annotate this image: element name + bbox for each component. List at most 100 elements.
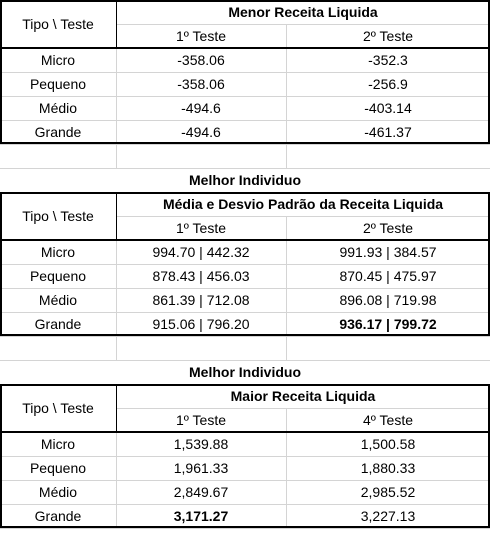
row-label: Grande: [34, 508, 82, 524]
gridline: [0, 264, 490, 265]
corner-header: Tipo \ Teste: [22, 400, 94, 416]
value-cell-2: 3,227.13: [360, 508, 416, 524]
table-border-right: [488, 384, 490, 528]
table-border-bottom: [0, 526, 490, 528]
value-cell-2: 870.45 | 475.97: [339, 268, 437, 284]
table-header: Tipo \ Teste Média e Desvio Padrão da Rec…: [0, 192, 490, 240]
gridline: [286, 144, 287, 168]
row-label: Grande: [34, 124, 82, 140]
table-title: Média e Desvio Padrão da Receita Liquida: [162, 196, 444, 212]
row-label: Médio: [38, 484, 78, 500]
table-header: Tipo \ Teste Maior Receita Liquida 1º Test…: [0, 384, 490, 432]
value-cell-1: 994.70 | 442.32: [152, 244, 250, 260]
gridline: [286, 408, 287, 432]
table-row: Pequeno 1,961.33 1,880.33: [0, 456, 490, 480]
column-header-2: 2º Teste: [363, 28, 413, 44]
table-row: Médio -494.6 -403.14: [0, 96, 490, 120]
table-border-top: [0, 192, 490, 194]
table-border-top: [0, 0, 490, 2]
table-caption-row: Melhor Individuo: [0, 360, 490, 384]
table-border-right: [488, 0, 490, 144]
gridline: [0, 504, 490, 505]
table-caption-row: Melhor Individuo: [0, 168, 490, 192]
table-border-header: [0, 47, 490, 49]
gridline: [0, 96, 490, 97]
table-row: Grande 915.06 | 796.20 936.17 | 799.72: [0, 312, 490, 336]
gridline: [0, 168, 490, 169]
row-label: Pequeno: [29, 76, 87, 92]
row-label: Grande: [34, 316, 82, 332]
value-cell-2: 991.93 | 384.57: [339, 244, 437, 260]
row-label: Micro: [40, 244, 76, 260]
corner-header: Tipo \ Teste: [22, 16, 94, 32]
value-cell-1: 861.39 | 712.08: [152, 292, 250, 308]
row-label: Médio: [38, 100, 78, 116]
gridline: [0, 528, 490, 529]
column-header-1: 1º Teste: [176, 28, 226, 44]
gridline: [0, 312, 490, 313]
value-cell-2: 2,985.52: [360, 484, 416, 500]
gridline: [286, 336, 287, 360]
column-header-2: 4º Teste: [363, 412, 413, 428]
table-border-left: [0, 384, 2, 528]
table-row: Médio 2,849.67 2,985.52: [0, 480, 490, 504]
value-cell-2: 1,880.33: [360, 460, 416, 476]
gridline: [286, 432, 287, 528]
gridline: [0, 336, 490, 337]
value-cell-2: -352.3: [368, 52, 408, 68]
gridline: [116, 408, 490, 409]
table-border-left: [0, 0, 2, 144]
table-row: Médio 861.39 | 712.08 896.08 | 719.98: [0, 288, 490, 312]
table-row: Micro 994.70 | 442.32 991.93 | 384.57: [0, 240, 490, 264]
table-border-inner: [116, 0, 117, 48]
gridline: [116, 432, 117, 528]
column-header-1: 1º Teste: [176, 412, 226, 428]
value-cell-2: -461.37: [364, 124, 412, 140]
value-cell-1: 878.43 | 456.03: [152, 268, 250, 284]
table-border-inner: [116, 384, 117, 432]
table-title: Menor Receita Liquida: [228, 4, 378, 20]
gridline: [286, 48, 287, 144]
table-row: Pequeno 878.43 | 456.03 870.45 | 475.97: [0, 264, 490, 288]
value-cell-2: 1,500.58: [360, 436, 416, 452]
gridline: [0, 480, 490, 481]
gridline: [0, 456, 490, 457]
table-row: Grande 3,171.27 3,227.13: [0, 504, 490, 528]
gridline: [116, 240, 117, 336]
row-label: Micro: [40, 52, 76, 68]
gridline: [0, 120, 490, 121]
value-cell-2: -256.9: [368, 76, 408, 92]
table-row: Grande -494.6 -461.37: [0, 120, 490, 144]
value-cell-1: 915.06 | 796.20: [152, 316, 250, 332]
gridline: [286, 216, 287, 240]
value-cell-2: 896.08 | 719.98: [339, 292, 437, 308]
row-label: Micro: [40, 436, 76, 452]
row-label: Pequeno: [29, 460, 87, 476]
table-caption: Melhor Individuo: [189, 172, 301, 188]
row-label: Pequeno: [29, 268, 87, 284]
value-cell-1: 3,171.27: [173, 508, 229, 524]
value-cell-1: -358.06: [177, 76, 225, 92]
value-cell-2: 936.17 | 799.72: [339, 316, 437, 332]
value-cell-1: -494.6: [181, 124, 221, 140]
gridline: [116, 336, 117, 360]
table-border-left: [0, 192, 2, 336]
table-row: Micro -358.06 -352.3: [0, 48, 490, 72]
column-header-2: 2º Teste: [363, 220, 413, 236]
value-cell-2: -403.14: [364, 100, 412, 116]
value-cell-1: -494.6: [181, 100, 221, 116]
row-label: Médio: [38, 292, 78, 308]
gridline: [0, 72, 490, 73]
table-border-bottom: [0, 142, 490, 144]
gridline: [116, 48, 117, 144]
column-header-1: 1º Teste: [176, 220, 226, 236]
gridline: [0, 360, 490, 361]
gridline: [0, 288, 490, 289]
table-border-top: [0, 384, 490, 386]
gridline: [116, 216, 490, 217]
table-border-inner: [116, 192, 117, 240]
gridline: [286, 24, 287, 48]
table-border-right: [488, 192, 490, 336]
table-title: Maior Receita Liquida: [230, 388, 376, 404]
